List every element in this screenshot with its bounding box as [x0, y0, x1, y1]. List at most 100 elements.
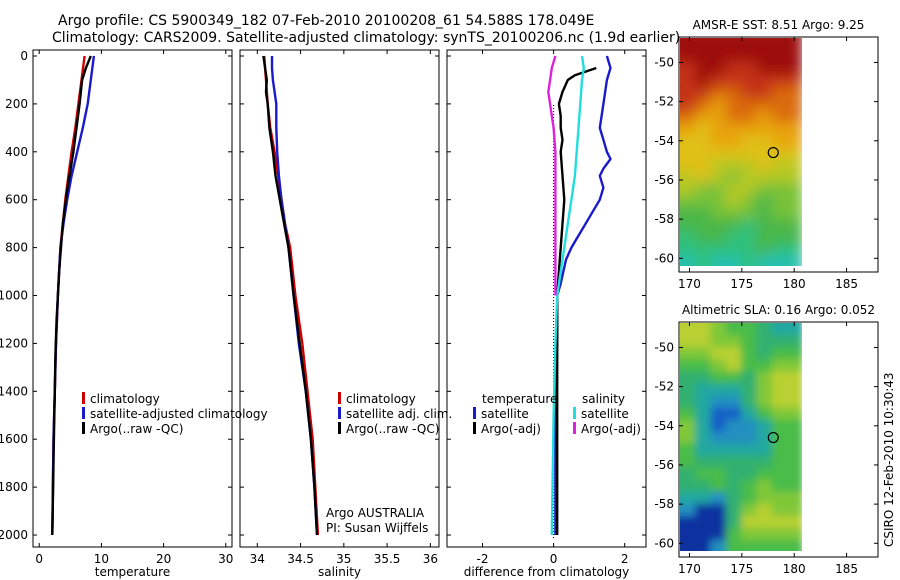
field-cell: [786, 539, 802, 551]
field-cell: [725, 383, 743, 397]
field-cell: [771, 194, 788, 208]
field-cell: [680, 539, 697, 551]
field-cell: [725, 335, 743, 349]
field-cell: [741, 146, 758, 160]
field-cell: [695, 62, 712, 76]
field-cell: [695, 182, 712, 196]
legend-label: Argo(-adj): [481, 422, 541, 436]
legend-swatch-cyan: [573, 407, 576, 419]
field-cell: [786, 62, 802, 76]
field-cell: [771, 50, 788, 64]
series-line-red: [263, 55, 320, 536]
field-cell: [741, 455, 758, 469]
map-title: Altimetric SLA: 0.16 Argo: 0.052: [682, 303, 875, 317]
field-cell: [710, 218, 727, 232]
series-line-black: [262, 55, 319, 536]
field-cell: [725, 323, 743, 337]
y-tick-label: 1600: [0, 432, 28, 446]
field-cell: [725, 170, 743, 184]
legend-swatch-blue: [338, 407, 341, 419]
sla-map-panel: Altimetric SLA: 0.16 Argo: 0.052 170 175 18…: [654, 303, 879, 576]
field-cell: [695, 359, 712, 373]
field-cell: [695, 86, 712, 100]
field-cell: [725, 122, 743, 136]
field-cell: [695, 503, 712, 517]
field-cell: [695, 419, 712, 433]
field-cell: [695, 479, 712, 493]
x-tick-label: 34: [250, 552, 265, 566]
field-cell: [741, 134, 758, 148]
field-cell: [771, 539, 788, 551]
field-cell: [771, 182, 788, 196]
field-cell: [741, 158, 758, 172]
field-cell: [725, 86, 743, 100]
field-cell: [680, 110, 697, 124]
field-cell: [771, 62, 788, 76]
field-cell: [786, 218, 802, 232]
field-cell: [695, 50, 712, 64]
field-cell: [786, 206, 802, 220]
field-cell: [725, 38, 743, 52]
field-cell: [710, 110, 727, 124]
x-tick-label: 35.5: [374, 552, 401, 566]
field-cell: [680, 62, 697, 76]
y-tick-label: -54: [654, 134, 674, 148]
field-cell: [710, 383, 727, 397]
x-tick-label: -2: [477, 552, 489, 566]
field-cell: [710, 146, 727, 160]
legend-swatch-red: [82, 392, 85, 404]
field-cell: [711, 552, 727, 565]
field-cell: [680, 206, 697, 220]
field-cell: [786, 407, 802, 421]
legend-label: Argo(..raw -QC): [90, 422, 183, 436]
field-cell: [771, 383, 788, 397]
field-cell: [725, 371, 743, 385]
field-cell: [710, 503, 727, 517]
field-cell: [786, 134, 802, 148]
field-cell: [786, 74, 802, 88]
legend-label: satellite adj. clim.: [346, 407, 452, 421]
field-cell: [725, 419, 743, 433]
annotation: PI: Susan Wijffels: [326, 521, 428, 535]
field-cell: [756, 62, 773, 76]
field-cell: [741, 335, 758, 349]
field-cell: [786, 170, 802, 184]
field-cell: [771, 515, 788, 529]
field-cell: [725, 242, 743, 256]
field-cell: [695, 527, 712, 541]
field-cells: [680, 323, 802, 565]
field-cell: [725, 146, 743, 160]
field-cell: [786, 419, 802, 433]
field-cell: [710, 254, 727, 266]
field-cell: [680, 407, 697, 421]
field-cell: [695, 431, 712, 445]
field-cell: [756, 407, 773, 421]
field-cell: [741, 98, 758, 112]
field-cell: [771, 455, 788, 469]
field-cell: [725, 110, 743, 124]
field-cell: [680, 242, 697, 256]
field-cell: [695, 158, 712, 172]
field-cell: [771, 467, 788, 481]
sst-map-panel: AMSR-E SST: 8.51 Argo: 9.25 170 175 180 185 -…: [654, 18, 879, 291]
field-cell: [741, 62, 758, 76]
field-cell: [680, 323, 697, 337]
field-cell: [786, 86, 802, 100]
y-tick-label: -50: [654, 55, 674, 69]
field-cell: [695, 515, 712, 529]
field-cell: [756, 134, 773, 148]
field-cell: [695, 122, 712, 136]
field-cell: [771, 134, 788, 148]
field-cell: [710, 86, 727, 100]
field-cell: [725, 98, 743, 112]
field-cell: [756, 455, 773, 469]
field-cell: [725, 407, 743, 421]
field-cell: [771, 242, 788, 256]
field-cell: [680, 395, 697, 409]
x-tick-label: 185: [835, 562, 858, 576]
field-cell: [680, 170, 697, 184]
field-cell: [741, 419, 758, 433]
x-tick-label: 30: [218, 552, 233, 566]
field-cell: [710, 371, 727, 385]
